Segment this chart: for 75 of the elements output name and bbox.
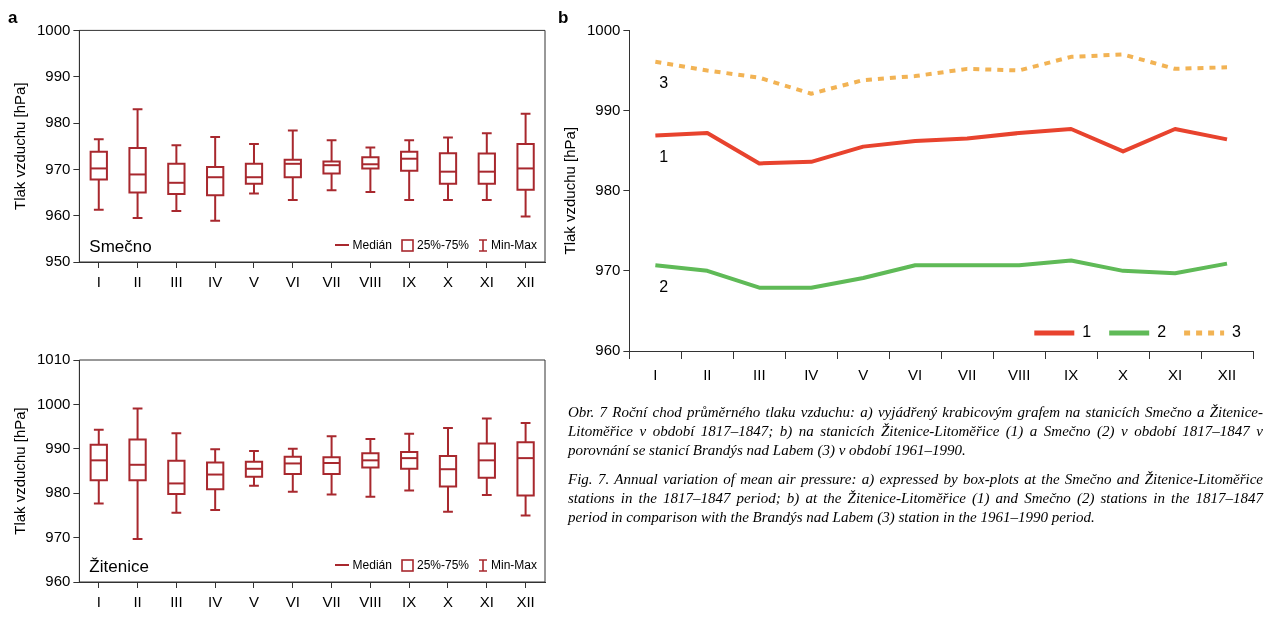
x-tick-label: VI <box>908 366 923 384</box>
x-tick-label: VII <box>322 593 341 611</box>
annotation: Medián <box>352 558 392 572</box>
y-tick-label: 1000 <box>586 20 621 38</box>
legend-label: 1 <box>1082 323 1092 341</box>
x-tick-label: I <box>653 366 658 384</box>
x-tick-label: VIII <box>1007 366 1031 384</box>
annotation: Žitenice <box>89 557 149 576</box>
y-tick-label: 980 <box>45 113 71 131</box>
y-tick-label: 960 <box>45 205 71 223</box>
x-tick-label: I <box>96 593 101 611</box>
legend-label: 2 <box>1157 323 1167 341</box>
y-tick-label: 960 <box>595 341 621 359</box>
y-tick-label: 950 <box>45 252 71 270</box>
text: 3 <box>659 74 669 92</box>
x-tick-label: X <box>1118 366 1129 384</box>
y-tick-label: 980 <box>45 483 71 501</box>
y-tick-label: 1000 <box>36 20 71 38</box>
x-tick-label: V <box>248 593 259 611</box>
annotation: Min-Max <box>490 238 537 252</box>
y-axis-title: Tlak vzduchu [hPa] <box>11 407 29 535</box>
x-tick-label: XI <box>479 273 494 291</box>
y-tick-label: 970 <box>45 159 71 177</box>
x-tick-label: VIII <box>359 273 382 291</box>
y-axis-title: Tlak vzduchu [hPa] <box>11 82 29 210</box>
caption: Fig. 7. Annual variation of mean air pressure: a) expressed by box-plots at the Smečno and Žitenice-Litoměřice stations in the 1817–1847 period; b) at the Žitenice-Litoměřice (1) and Smečno (2) stations in the 1817–1847 period in comparison with the Brandýs nad Labem (3) station in the 1961–1990 period. <box>568 470 1263 527</box>
chart-title: b <box>558 7 569 27</box>
x-tick-label: III <box>753 366 766 384</box>
text: Obr. 7 Roční chod průměrného tlaku vzduchu: a) vyjádřený krabicovým grafem na stanicích Smečno a Žitenice-Litoměřice v období 1817–1847; b) na stanicích Žitenice-Litoměřice (1) a Smečno (2) v období 1817–1847 v porovnání se stanicí Brandýs nad Labem (3) v období 1961–1990. <box>568 403 1263 460</box>
annotation: 25%-75% <box>416 558 469 572</box>
y-tick-label: 1010 <box>36 350 71 368</box>
text: 2 <box>659 277 669 295</box>
x-tick-label: XII <box>1217 366 1237 384</box>
x-tick-label: X <box>442 593 453 611</box>
y-tick-label: 990 <box>45 66 71 84</box>
y-tick-label: 960 <box>45 572 71 590</box>
y-axis-title: Tlak vzduchu [hPa] <box>561 126 579 255</box>
y-tick-label: 970 <box>595 260 621 278</box>
x-tick-label: III <box>170 273 183 291</box>
annotation: Min-Max <box>490 558 537 572</box>
annotation: Smečno <box>89 237 152 256</box>
line-series <box>653 52 1230 96</box>
x-tick-label: VII <box>322 273 341 291</box>
x-tick-label: IX <box>402 593 417 611</box>
text: 1 <box>659 147 669 165</box>
x-tick-label: VIII <box>359 593 382 611</box>
x-tick-label: V <box>248 273 259 291</box>
x-tick-label: XI <box>1167 366 1183 384</box>
x-tick-label: III <box>170 593 183 611</box>
x-tick-label: II <box>703 366 712 384</box>
x-tick-label: VII <box>958 366 977 384</box>
x-tick-label: VI <box>285 273 300 291</box>
x-tick-label: XII <box>516 273 535 291</box>
x-tick-label: IV <box>208 593 223 611</box>
x-tick-label: IX <box>1064 366 1079 384</box>
chart-title: a <box>8 7 18 27</box>
annotation: 25%-75% <box>416 238 469 252</box>
y-tick-label: 980 <box>595 180 621 198</box>
annotation: Medián <box>352 238 392 252</box>
y-tick-label: 990 <box>45 438 71 456</box>
x-tick-label: V <box>858 366 869 384</box>
x-tick-label: IX <box>402 273 417 291</box>
x-tick-label: IV <box>208 273 223 291</box>
x-tick-label: II <box>133 273 142 291</box>
y-tick-label: 1000 <box>36 394 71 412</box>
x-tick-label: II <box>133 593 142 611</box>
legend-label: 3 <box>1232 323 1242 341</box>
x-tick-label: IV <box>804 366 819 384</box>
x-tick-label: VI <box>285 593 300 611</box>
x-tick-label: X <box>442 273 453 291</box>
x-tick-label: XII <box>516 593 535 611</box>
x-tick-label: I <box>96 273 101 291</box>
x-tick-label: XI <box>479 593 494 611</box>
y-tick-label: 970 <box>45 527 71 545</box>
y-tick-label: 990 <box>595 100 621 118</box>
